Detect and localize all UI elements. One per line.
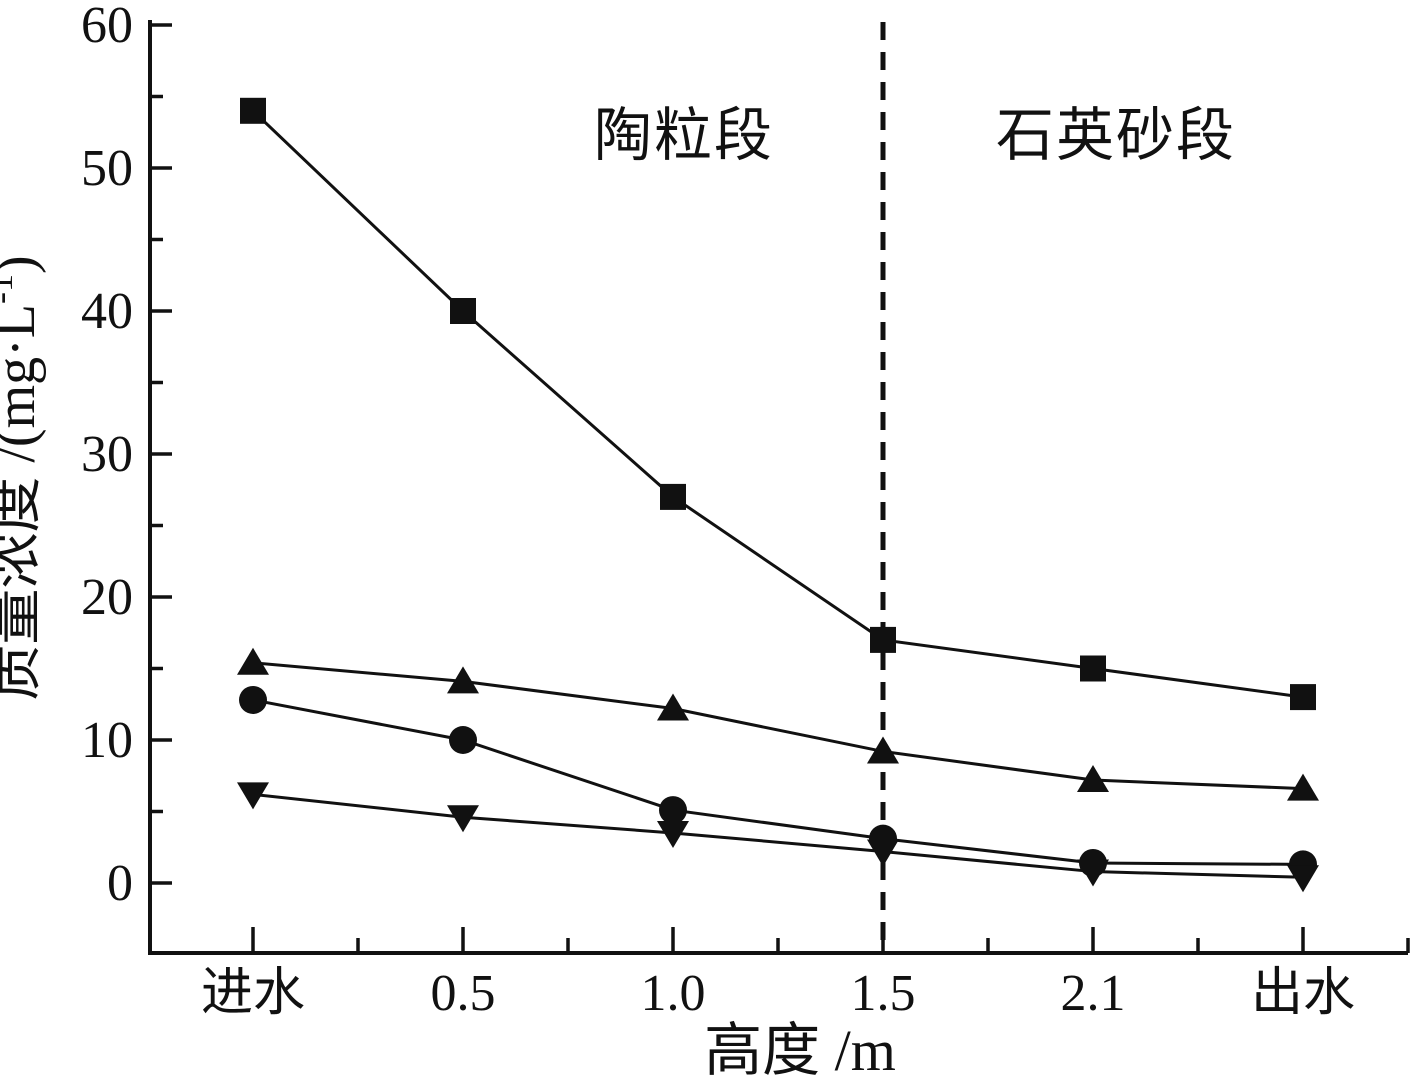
y-tick-label: 50 [81,140,133,197]
marker-triangle-down [447,805,479,833]
marker-square [240,97,266,124]
marker-square [1290,684,1316,711]
series-line-triangle-up [252,661,1304,791]
y-tick-label: 60 [81,0,133,54]
marker-triangle-up [867,736,899,764]
region-label-ceramsite-section: 陶粒段 [594,103,774,168]
y-tick-label: 20 [81,569,133,626]
series-line-square [251,109,1304,699]
marker-triangle-up [237,647,269,675]
marker-circle [659,796,687,825]
marker-triangle-up [447,666,479,694]
x-tick-label: 2.1 [1061,965,1126,1022]
marker-triangle-up [657,693,689,721]
x-axis-title: 高度 /m [704,1018,896,1081]
marker-triangle-down [657,820,689,848]
marker-triangle-down [1287,865,1319,893]
y-axis-title-group: 质量浓度 /(mg·L-1) [0,255,47,700]
marker-triangle-down [237,782,269,810]
x-tick-label: 出水 [1251,965,1355,1022]
marker-square [660,483,686,510]
marker-circle [239,685,267,714]
series-line-triangle-down [252,792,1304,879]
chart-generated-layer: 0 10 20 30 40 50 60 进水 0.5 1.0 1.5 2.1 出水 [81,0,1410,1022]
y-tick-label: 10 [81,712,133,769]
marker-square [870,626,896,653]
x-tick-label: 0.5 [431,965,496,1022]
marker-triangle-down [867,839,899,867]
marker-square [450,298,476,324]
y-axis-title: 质量浓度 /(mg·L-1) [0,255,47,700]
y-tick-label: 30 [81,426,133,483]
marker-triangle-up [1077,765,1109,793]
marker-square [1080,655,1106,682]
y-tick-label: 0 [107,855,133,912]
marker-triangle-up [1287,773,1319,801]
x-tick-label: 进水 [201,965,305,1022]
marker-circle [449,726,477,754]
y-tick-label: 40 [81,283,133,340]
x-tick-label: 1.0 [641,965,706,1022]
region-label-quartz-sand-section: 石英砂段 [996,103,1236,168]
series-line-circle [252,698,1304,866]
marker-triangle-down [1077,859,1109,887]
x-tick-label: 1.5 [851,965,916,1022]
